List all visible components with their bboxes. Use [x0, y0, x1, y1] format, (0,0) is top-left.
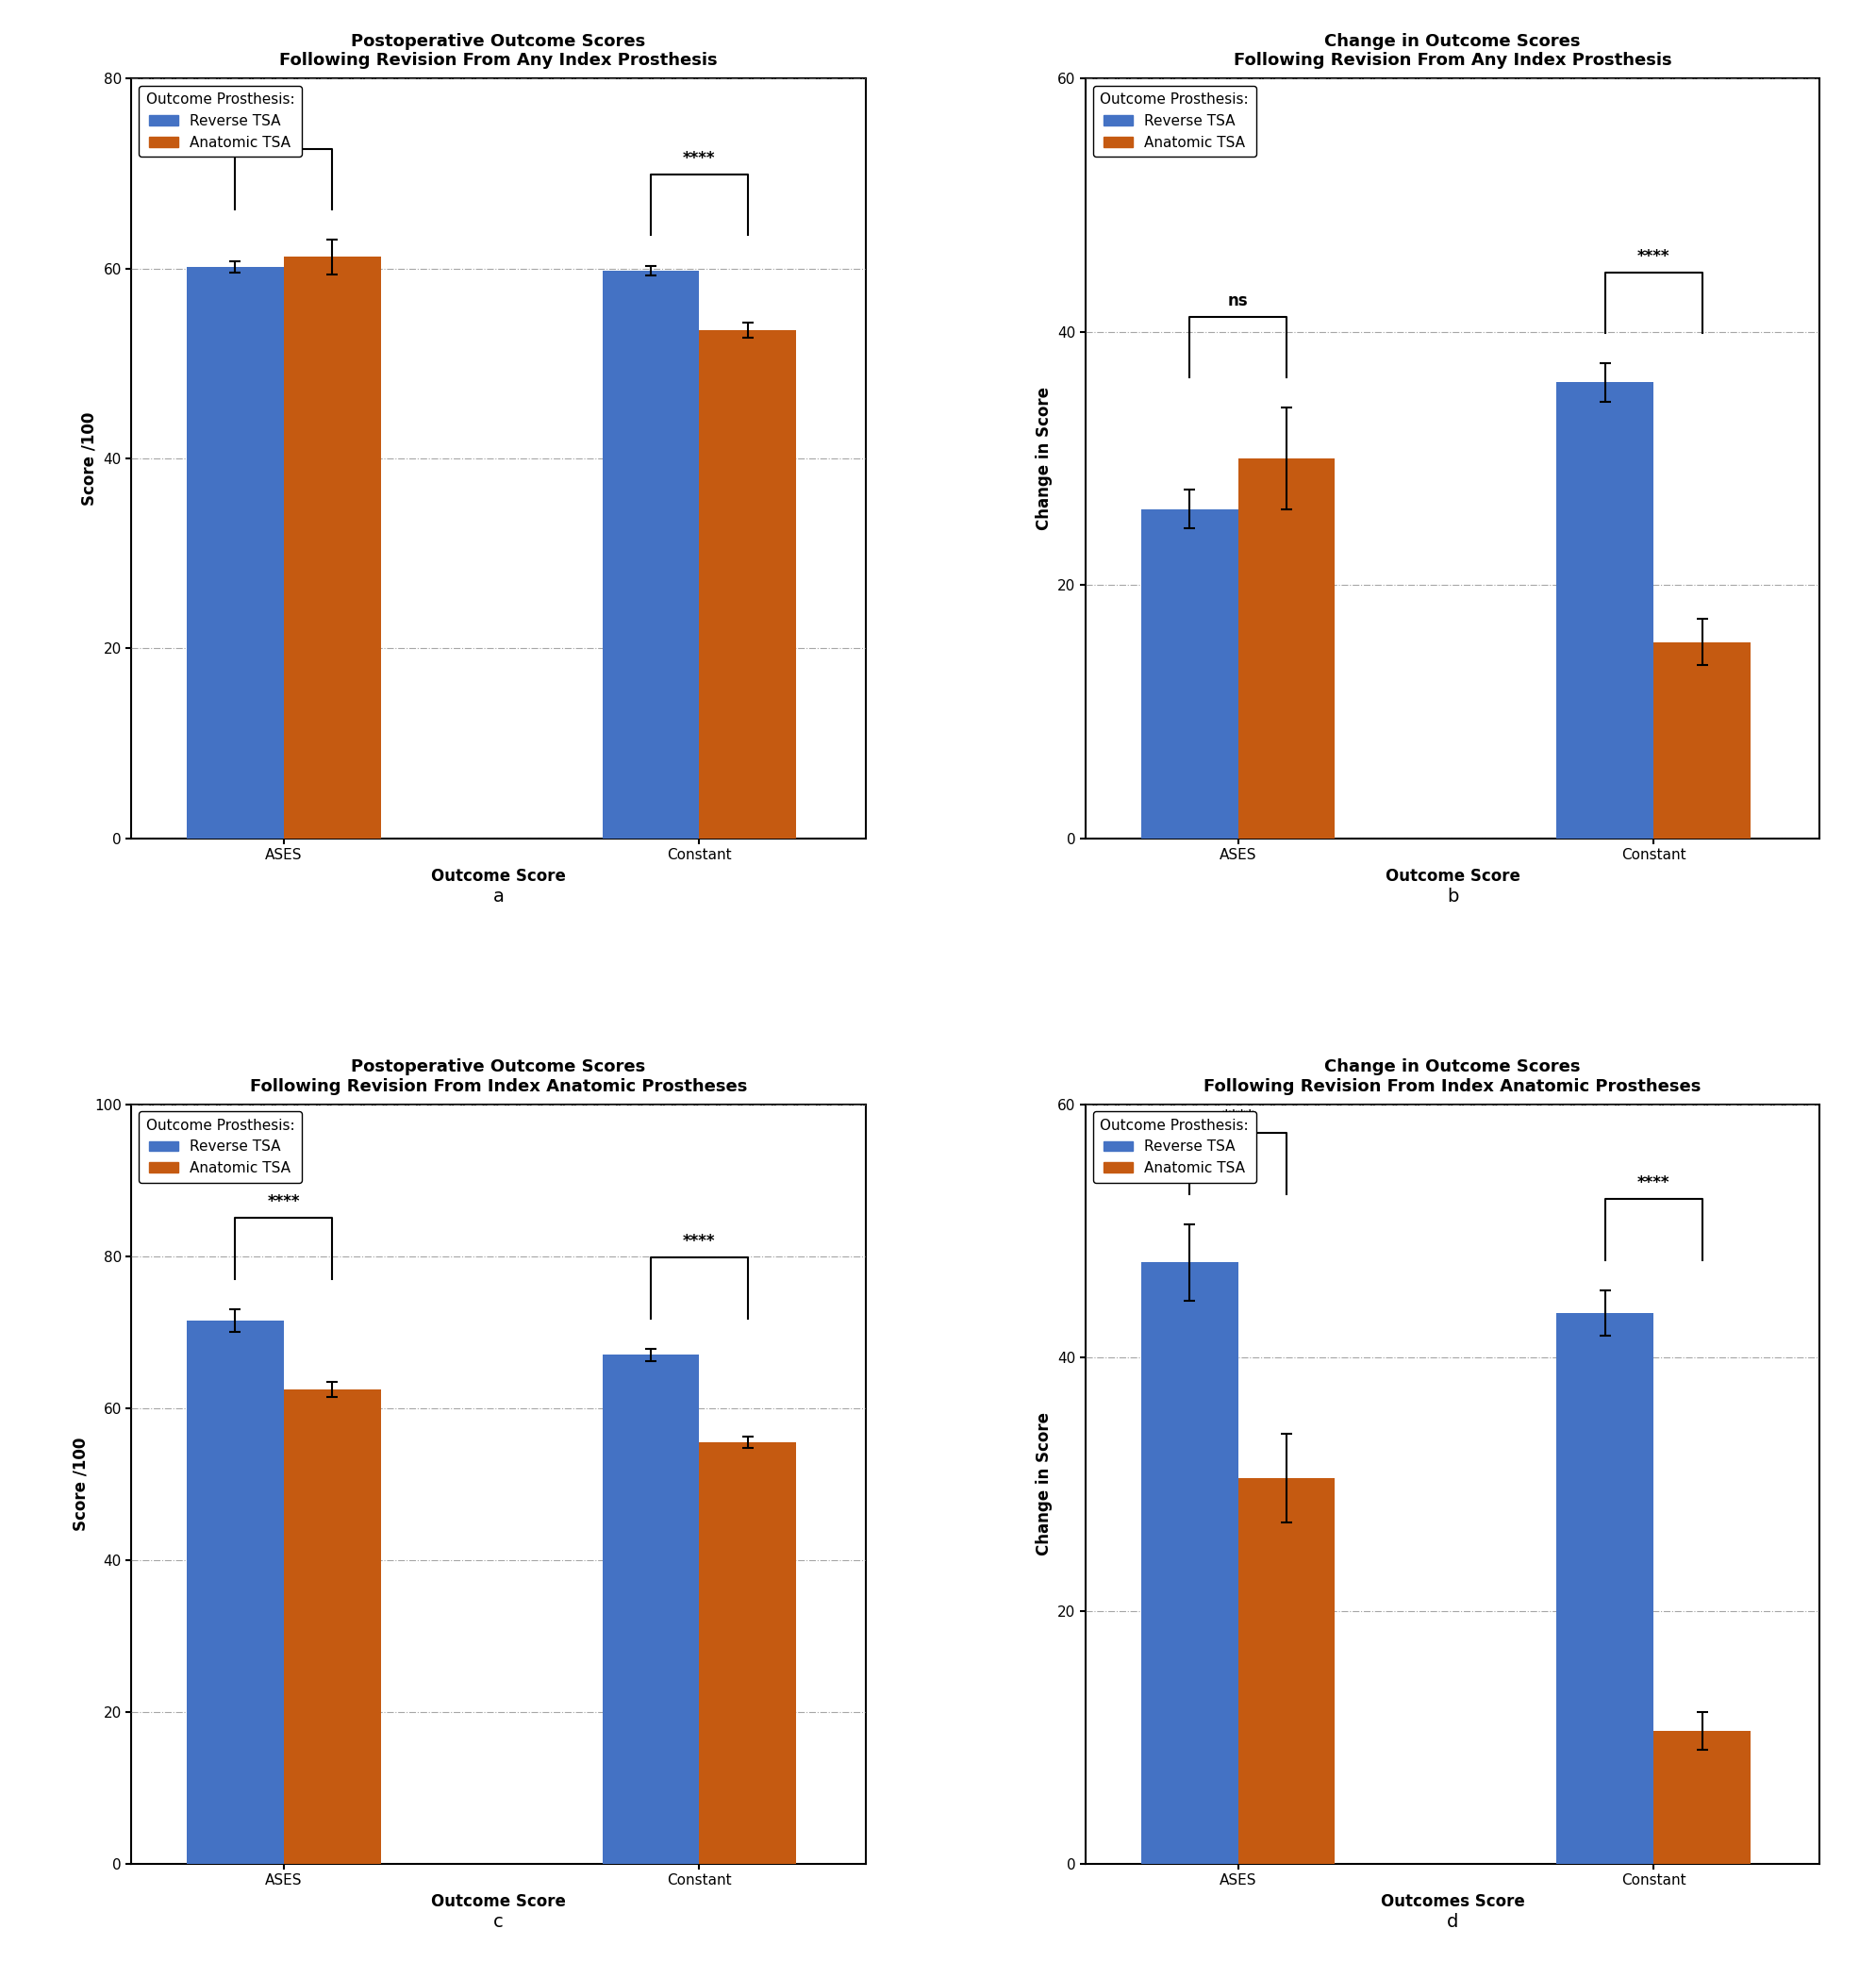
Bar: [1141, 508, 1238, 838]
Title: Postoperative Outcome Scores
Following Revision From Any Index Prosthesis: Postoperative Outcome Scores Following R…: [280, 33, 717, 69]
Text: ****: ****: [1638, 247, 1670, 265]
X-axis label: Outcomes Score: Outcomes Score: [1381, 1893, 1525, 1911]
Text: b: b: [1446, 887, 1458, 904]
X-axis label: Outcome Score: Outcome Score: [431, 1893, 567, 1911]
Text: ****: ****: [268, 1193, 300, 1211]
Text: ****: ****: [1221, 1109, 1255, 1126]
Bar: [1557, 383, 1653, 838]
Title: Postoperative Outcome Scores
Following Revision From Index Anatomic Prostheses: Postoperative Outcome Scores Following R…: [250, 1058, 747, 1095]
Bar: [1653, 1730, 1750, 1864]
Bar: [1238, 459, 1336, 838]
X-axis label: Outcome Score: Outcome Score: [431, 867, 567, 885]
Bar: [1557, 1313, 1653, 1864]
Text: a: a: [493, 887, 505, 904]
Bar: [1141, 1262, 1238, 1864]
X-axis label: Outcome Score: Outcome Score: [1384, 867, 1520, 885]
Y-axis label: Change in Score: Change in Score: [1036, 387, 1052, 530]
Bar: [188, 267, 283, 838]
Bar: [602, 1356, 700, 1864]
Bar: [1238, 1477, 1336, 1864]
Y-axis label: Change in Score: Change in Score: [1036, 1413, 1052, 1556]
Bar: [700, 330, 795, 838]
Text: ****: ****: [1638, 1175, 1670, 1191]
Bar: [283, 1389, 381, 1864]
Bar: [188, 1320, 283, 1864]
Text: ns: ns: [1227, 292, 1248, 308]
Bar: [1653, 642, 1750, 838]
Title: Change in Outcome Scores
Following Revision From Any Index Prosthesis: Change in Outcome Scores Following Revis…: [1234, 33, 1672, 69]
Text: c: c: [493, 1913, 503, 1931]
Legend: Reverse TSA, Anatomic TSA: Reverse TSA, Anatomic TSA: [139, 86, 302, 157]
Y-axis label: Score /100: Score /100: [81, 412, 98, 506]
Title: Change in Outcome Scores
Following Revision From Index Anatomic Prostheses: Change in Outcome Scores Following Revis…: [1204, 1058, 1702, 1095]
Bar: [602, 271, 700, 838]
Legend: Reverse TSA, Anatomic TSA: Reverse TSA, Anatomic TSA: [139, 1110, 302, 1183]
Text: ****: ****: [683, 149, 715, 167]
Text: d: d: [1446, 1913, 1458, 1931]
Y-axis label: Score /100: Score /100: [71, 1436, 88, 1530]
Text: ****: ****: [683, 1232, 715, 1250]
Legend: Reverse TSA, Anatomic TSA: Reverse TSA, Anatomic TSA: [1094, 86, 1255, 157]
Text: ns: ns: [274, 124, 295, 141]
Legend: Reverse TSA, Anatomic TSA: Reverse TSA, Anatomic TSA: [1094, 1110, 1255, 1183]
Bar: [283, 257, 381, 838]
Bar: [700, 1442, 795, 1864]
